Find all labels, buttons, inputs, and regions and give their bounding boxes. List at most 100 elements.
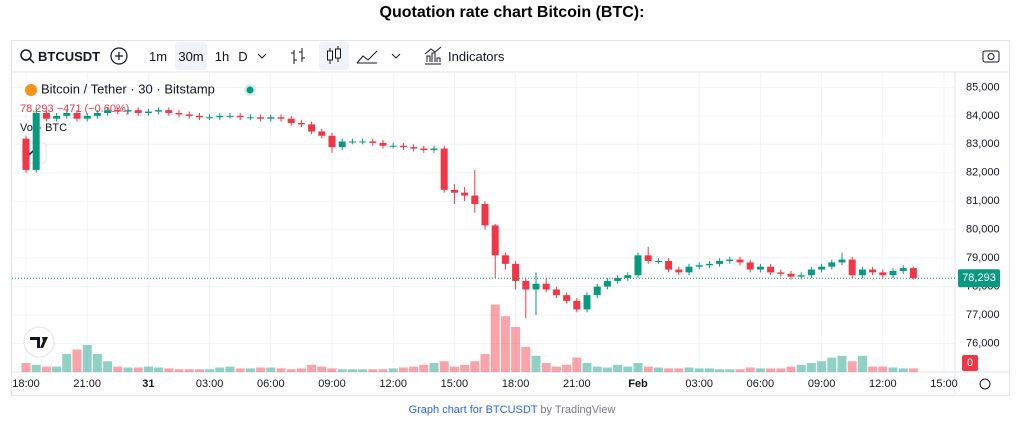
candle-body (114, 110, 122, 112)
settings-icon[interactable] (979, 378, 991, 390)
candle-body (63, 113, 71, 116)
candle-body (695, 265, 703, 267)
volume-bar (674, 368, 684, 372)
candle-body (573, 300, 581, 310)
camera-lens (987, 53, 995, 60)
volume-bar (378, 369, 388, 372)
tv-logo (30, 337, 48, 348)
candle-body (879, 272, 887, 276)
indicators-icon[interactable] (424, 46, 442, 65)
interval-dropdown[interactable] (257, 53, 267, 59)
bar-style-icon[interactable] (291, 48, 305, 64)
symbol-search[interactable]: BTCUSDT (38, 48, 101, 64)
candle-body (175, 113, 183, 115)
area-style-icon[interactable] (356, 50, 378, 64)
volume-bar (388, 368, 398, 372)
candle-body (481, 204, 489, 226)
volume-bar (878, 366, 888, 372)
volume-bar (817, 361, 827, 372)
candle-body (267, 117, 275, 119)
volume-bar (531, 355, 541, 372)
interval-button[interactable]: D (238, 48, 248, 64)
active-style-bg (319, 42, 349, 70)
candle-body (369, 141, 377, 143)
volume-bar (480, 354, 490, 372)
volume-bar (776, 368, 786, 372)
active-interval-bg (175, 42, 207, 70)
search-icon[interactable] (20, 49, 32, 61)
candle-body (522, 280, 530, 290)
candle-body (236, 115, 244, 118)
indicators-button[interactable]: Indicators (448, 48, 505, 64)
candle-style-icon[interactable] (327, 50, 333, 61)
candle-body (705, 263, 713, 266)
volume-zero-box (962, 355, 978, 371)
add-symbol-plus (115, 52, 123, 60)
volume-bar (266, 367, 276, 372)
last-price-label: 78,293 (962, 272, 996, 284)
volume-bar (786, 366, 796, 372)
candle-body (32, 113, 40, 170)
legend-quote: 78,293 −471 (−0.60%) (20, 103, 129, 115)
candle-body (797, 275, 805, 277)
volume-bar (347, 369, 357, 372)
candle-body (848, 259, 856, 276)
volume-bar (643, 366, 653, 372)
candle-body (777, 272, 785, 274)
y-tick-label: 80,000 (966, 224, 1000, 236)
volume-bar (368, 369, 378, 372)
camera-icon[interactable] (982, 50, 1000, 63)
volume-bar (327, 368, 337, 372)
footer-link[interactable]: Graph chart for BTCUSDT (408, 404, 538, 416)
interval-button[interactable]: 30m (178, 48, 204, 64)
candle-body (440, 148, 448, 190)
volume-bar (21, 363, 31, 372)
candle-body (654, 261, 662, 262)
candle-body (461, 192, 469, 196)
volume-bar (337, 369, 347, 372)
volume-bar (602, 367, 612, 372)
candle-body (603, 280, 611, 287)
volume-bar (806, 363, 816, 372)
y-tick-label: 76,000 (966, 337, 1000, 349)
candle-body (104, 110, 112, 113)
volume-bar (276, 368, 286, 372)
volume-bar (31, 364, 41, 372)
page-title: Quotation rate chart Bitcoin (BTC): (379, 4, 645, 21)
interval-button[interactable]: 1m (148, 48, 168, 64)
market-status-dot (246, 86, 254, 94)
volume-bar (72, 349, 82, 372)
volume-bar (908, 368, 918, 372)
candle-body (42, 113, 50, 119)
volume-bar (704, 368, 714, 372)
volume-bar (62, 354, 72, 372)
candle-body (144, 111, 152, 113)
add-symbol[interactable] (110, 47, 128, 65)
volume-bar (868, 366, 878, 372)
candle-body (277, 117, 285, 119)
x-tick-label: 09:00 (318, 378, 346, 390)
volume-bar (449, 366, 459, 372)
style-dropdown[interactable] (391, 53, 401, 59)
volume-bar (52, 366, 62, 372)
volume-bar (500, 316, 510, 372)
x-tick-label: 31 (142, 378, 154, 390)
candle-body (246, 117, 254, 119)
x-tick-label: Feb (628, 378, 648, 390)
candle-body (93, 113, 101, 116)
volume-bar (521, 346, 531, 372)
candle-body (430, 148, 438, 150)
volume-bar (215, 367, 225, 372)
volume-bar (684, 367, 694, 372)
x-tick-label: 15:00 (930, 378, 958, 390)
volume-bar (470, 361, 480, 372)
interval-button[interactable]: 1h (214, 48, 230, 64)
volume-bar (174, 369, 184, 372)
x-tick-label: 03:00 (685, 378, 713, 390)
candle-body (787, 273, 795, 277)
volume-bar (694, 368, 704, 372)
y-tick-label: 85,000 (966, 81, 1000, 93)
candle-body (185, 114, 193, 116)
last-price-box (958, 269, 1000, 288)
candle-body (552, 289, 560, 296)
